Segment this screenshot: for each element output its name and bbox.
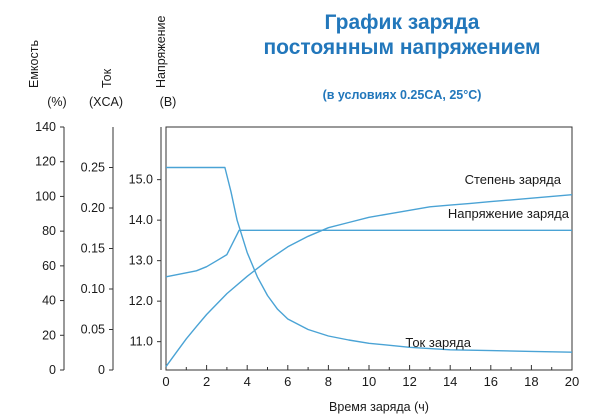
chart-title: График заряда постоянным напряжением bbox=[222, 10, 582, 60]
x-tick-label: 16 bbox=[484, 374, 498, 389]
y-tick-label-capacity: 0 bbox=[49, 363, 56, 377]
series-line-3 bbox=[166, 166, 573, 353]
x-tick-label: 12 bbox=[402, 374, 416, 389]
y-tick-label-capacity: 140 bbox=[35, 120, 56, 134]
x-tick-label: 10 bbox=[362, 374, 376, 389]
x-tick-label: 8 bbox=[325, 374, 332, 389]
y-axis-title-capacity: Емкость bbox=[27, 40, 41, 88]
x-tick-label: 18 bbox=[524, 374, 538, 389]
y-axis-unit-capacity: (%) bbox=[47, 95, 66, 109]
y-tick-label-current: 0.15 bbox=[81, 242, 105, 256]
y-tick-label-voltage: 14.0 bbox=[129, 213, 153, 227]
chart-title-line-2: постоянным напряжением bbox=[263, 36, 541, 59]
series-line-1 bbox=[165, 194, 573, 367]
y-tick-label-capacity: 80 bbox=[42, 224, 56, 238]
plot-frame bbox=[165, 126, 573, 371]
y-tick-label-current: 0.05 bbox=[81, 323, 105, 337]
x-tick-label: 14 bbox=[443, 374, 457, 389]
y-tick-label-capacity: 100 bbox=[35, 189, 56, 203]
y-axis-current: 0 0.05 0.10 0.15 0.20 0.25 Ток (XCA) bbox=[81, 68, 123, 377]
y-tick-label-current: 0.10 bbox=[81, 282, 105, 296]
series-label-1: Степень заряда bbox=[465, 172, 562, 187]
chart-title-line-1: График заряда bbox=[324, 11, 480, 34]
x-tick-label: 20 bbox=[565, 374, 579, 389]
series-lines bbox=[165, 166, 573, 367]
x-tick-label: 6 bbox=[284, 374, 291, 389]
y-axes: 0 20 40 60 80 100 120 140 Емкость (%) 0 0.05 0.10 0.1… bbox=[27, 15, 176, 377]
y-axis-unit-current: (XCA) bbox=[89, 95, 123, 109]
y-axis-voltage: 11.0 12.0 13.0 14.0 15.0 Напряжение (В) bbox=[129, 15, 177, 370]
x-tick-label: 4 bbox=[244, 374, 251, 389]
y-tick-label-current: 0.20 bbox=[81, 201, 105, 215]
y-tick-label-capacity: 40 bbox=[42, 294, 56, 308]
plot-border bbox=[165, 126, 573, 371]
x-tick-label: 0 bbox=[162, 374, 169, 389]
chart-subtitle: (в условиях 0.25CA, 25°C) bbox=[322, 88, 482, 102]
series-line-2 bbox=[165, 229, 572, 278]
series-label-2: Напряжение заряда bbox=[448, 206, 570, 221]
y-tick-label-voltage: 15.0 bbox=[129, 173, 153, 187]
series-label-3: Ток заряда bbox=[405, 335, 471, 350]
y-tick-label-voltage: 11.0 bbox=[130, 335, 153, 349]
y-tick-label-voltage: 12.0 bbox=[129, 294, 153, 308]
series-labels: Степень заряда Напряжение заряда Ток заряд… bbox=[405, 172, 569, 350]
y-tick-label-capacity: 120 bbox=[35, 155, 56, 169]
y-axis-unit-voltage: (В) bbox=[160, 95, 177, 109]
x-tick-label: 2 bbox=[203, 374, 210, 389]
y-axis-title-current: Ток bbox=[100, 68, 114, 88]
y-axis-title-voltage: Напряжение bbox=[154, 15, 168, 88]
y-tick-label-voltage: 13.0 bbox=[129, 254, 153, 268]
x-axis: 0 2 4 6 8 10 12 14 16 18 20 Время заряда (ч) bbox=[162, 365, 579, 414]
y-tick-label-current: 0 bbox=[98, 363, 105, 377]
y-tick-label-capacity: 20 bbox=[42, 328, 56, 342]
y-tick-label-capacity: 60 bbox=[42, 259, 56, 273]
y-axis-capacity: 0 20 40 60 80 100 120 140 Емкость (%) bbox=[27, 40, 67, 377]
y-tick-label-current: 0.25 bbox=[81, 161, 105, 175]
x-axis-title: Время заряда (ч) bbox=[329, 400, 429, 414]
